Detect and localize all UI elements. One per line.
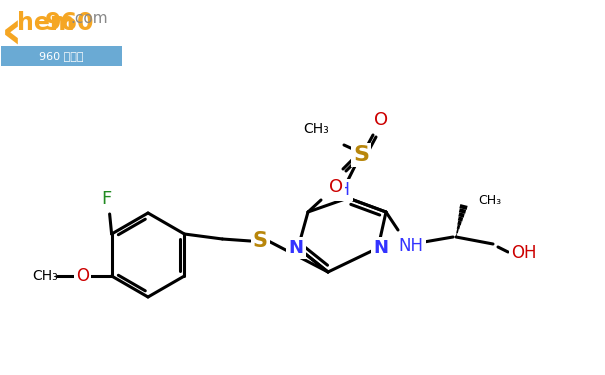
Text: O: O	[76, 267, 89, 285]
Bar	[1, 46, 122, 66]
Text: OH: OH	[511, 244, 537, 262]
Text: 960 化工网: 960 化工网	[39, 51, 84, 61]
Text: O: O	[329, 178, 343, 196]
Text: N: N	[289, 239, 304, 257]
Text: CH₃: CH₃	[478, 194, 501, 207]
Text: ‹: ‹	[1, 8, 23, 60]
Text: S: S	[353, 145, 369, 165]
Text: O: O	[374, 111, 388, 129]
Text: F: F	[102, 190, 112, 208]
Text: N: N	[373, 239, 388, 257]
Text: NH: NH	[399, 237, 423, 255]
Text: NH: NH	[325, 181, 350, 199]
Text: hem: hem	[17, 10, 74, 34]
Text: CH₃: CH₃	[31, 269, 57, 283]
Text: S: S	[253, 231, 268, 251]
Text: .com: .com	[70, 10, 108, 26]
Text: 960: 960	[45, 10, 94, 34]
Text: CH₃: CH₃	[303, 122, 329, 136]
